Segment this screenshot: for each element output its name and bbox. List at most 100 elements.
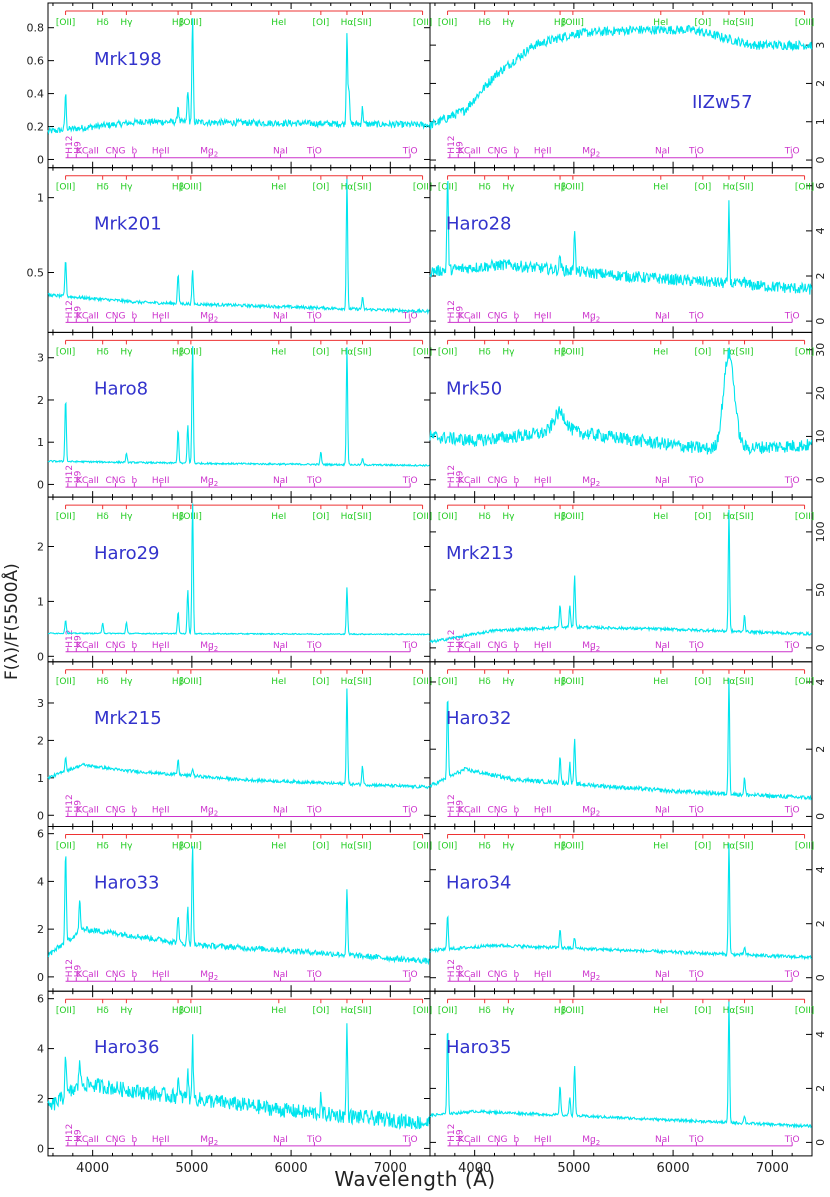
panel-haro34: 024[OII] Hδ Hγ Hβ[OIII] HeI [OI] Hα [SII] [OII]H… [429, 826, 827, 992]
emission-line-label: [SII] [736, 347, 754, 357]
absorption-line-label: CNG [487, 641, 507, 651]
y-tick-label: 0 [37, 809, 44, 822]
absorption-line-label: TiO [688, 476, 704, 486]
emission-line-label: [SII] [736, 183, 754, 193]
absorption-line-label: Mg2 [200, 476, 218, 488]
emission-line-label: [OIII] [562, 183, 584, 193]
absorption-line-label: H9 [73, 800, 83, 813]
emission-line-label: Hγ [502, 347, 515, 357]
y-tick-label: 3 [37, 697, 44, 710]
panel-haro29: 0 1 2 [OII] Hδ Hγ Hβ[OIII] HeI [OI] Hα [SII] [OII] H… [37, 496, 432, 663]
emission-line-label: [OII] [795, 18, 814, 28]
absorption-line-label: b [131, 476, 137, 486]
emission-line-label: [OII] [438, 677, 457, 687]
absorption-line-label: Mg2 [200, 970, 218, 982]
emission-line-label: [OIII] [180, 1006, 202, 1016]
absorption-line-label: KCaII [458, 311, 481, 321]
absorption-line-label: H12 [65, 959, 75, 977]
absorption-line-label: CNG [487, 147, 507, 157]
y-tick-label: 2 [37, 734, 44, 747]
emission-line-label: [OII] [438, 347, 457, 357]
absorption-line-label: TiO [688, 1135, 704, 1145]
emission-line-label: [OI] [312, 842, 329, 852]
emission-line-label: Hβ [172, 183, 185, 193]
y-tick-label: 0.5 [27, 267, 45, 280]
emission-line-label: Hβ [172, 677, 185, 687]
emission-line-label: [OI] [312, 512, 329, 522]
galaxy-name: Haro28 [446, 214, 512, 235]
emission-line-label: [OIII] [180, 512, 202, 522]
emission-line-label: [OII] [413, 183, 432, 193]
emission-line-label: [OII] [56, 512, 75, 522]
emission-line-label: HeI [271, 347, 286, 357]
emission-line-label: Hα [341, 512, 354, 522]
absorption-line-label: TiO [306, 1135, 322, 1145]
absorption-line-label: H9 [73, 964, 83, 977]
emission-line-label: Hβ [554, 18, 567, 28]
absorption-line-label: H12 [65, 300, 75, 318]
y-tick-label: 6 [37, 993, 44, 1006]
galaxy-name: Haro29 [94, 543, 160, 564]
absorption-line-label: TiO [688, 641, 704, 651]
emission-line-label: [OII] [413, 512, 432, 522]
emission-line-label: Hγ [502, 512, 515, 522]
absorption-line-label: TiO [306, 147, 322, 157]
emission-line-label: [OII] [795, 677, 814, 687]
emission-line-label: Hβ [554, 1006, 567, 1016]
absorption-line-label: H12 [65, 135, 75, 153]
emission-line-label: [OII] [438, 1006, 457, 1016]
absorption-line-label: HeII [534, 147, 552, 157]
y-tick-label: 4 [814, 678, 827, 685]
absorption-line-label: H12 [65, 465, 75, 483]
emission-line-label: Hγ [502, 183, 515, 193]
galaxy-name: Haro34 [446, 873, 512, 894]
emission-line-label: [OII] [413, 677, 432, 687]
absorption-line-label: CNG [105, 476, 125, 486]
absorption-line-label: HeII [534, 311, 552, 321]
emission-line-label: [OII] [795, 183, 814, 193]
spectrum-line [47, 346, 430, 468]
y-tick-label: 0 [814, 813, 827, 820]
absorption-line-label: H9 [73, 306, 83, 319]
emission-line-label: [OII] [413, 347, 432, 357]
y-tick-label: 0 [37, 971, 44, 984]
panel-frame [429, 990, 813, 1157]
absorption-line-label: H12 [65, 1124, 75, 1142]
absorption-line-label: TiO [402, 970, 418, 980]
emission-line-label: Hγ [120, 347, 133, 357]
absorption-line-label: KCaII [76, 1135, 99, 1145]
emission-line-label: HeI [271, 1006, 286, 1016]
y-tick-label: 30 [814, 343, 827, 357]
y-tick-label: 6 [814, 182, 827, 189]
emission-line-label: Hδ [479, 347, 492, 357]
absorption-line-label: TiO [784, 147, 800, 157]
emission-line-label: [OI] [312, 183, 329, 193]
emission-line-label: Hδ [479, 1006, 492, 1016]
panel-haro33: 0 2 4 6 [OII] Hδ Hγ Hβ[OIII] HeI [OI] Hα [SII] [OII]… [37, 826, 432, 992]
absorption-line-label: TiO [306, 311, 322, 321]
emission-line-label: Hδ [97, 677, 110, 687]
emission-line-label: [OIII] [180, 183, 202, 193]
galaxy-name: Mrk50 [446, 378, 502, 399]
emission-line-label: HeI [271, 183, 286, 193]
absorption-line-label: Mg2 [200, 641, 218, 653]
absorption-line-label: CNG [487, 1135, 507, 1145]
absorption-line-label: TiO [784, 311, 800, 321]
y-tick-label: 0.2 [27, 121, 45, 134]
absorption-line-label: CNG [105, 311, 125, 321]
spectrum-line [429, 678, 812, 801]
emission-line-label: Hγ [120, 18, 133, 28]
emission-line-label: Hγ [120, 512, 133, 522]
absorption-line-label: Mg2 [582, 806, 600, 818]
spectrum-line [48, 503, 430, 636]
emission-line-label: [SII] [736, 842, 754, 852]
absorption-line-label: H9 [455, 964, 465, 977]
absorption-line-label: Mg2 [582, 147, 600, 159]
emission-line-label: HeI [271, 842, 286, 852]
absorption-line-label: CNG [105, 641, 125, 651]
emission-line-label: [OII] [56, 18, 75, 28]
absorption-line-label: HeII [534, 476, 552, 486]
y-tick-label: 6 [37, 828, 44, 841]
absorption-line-label: b [513, 476, 519, 486]
emission-line-label: [OII] [438, 512, 457, 522]
